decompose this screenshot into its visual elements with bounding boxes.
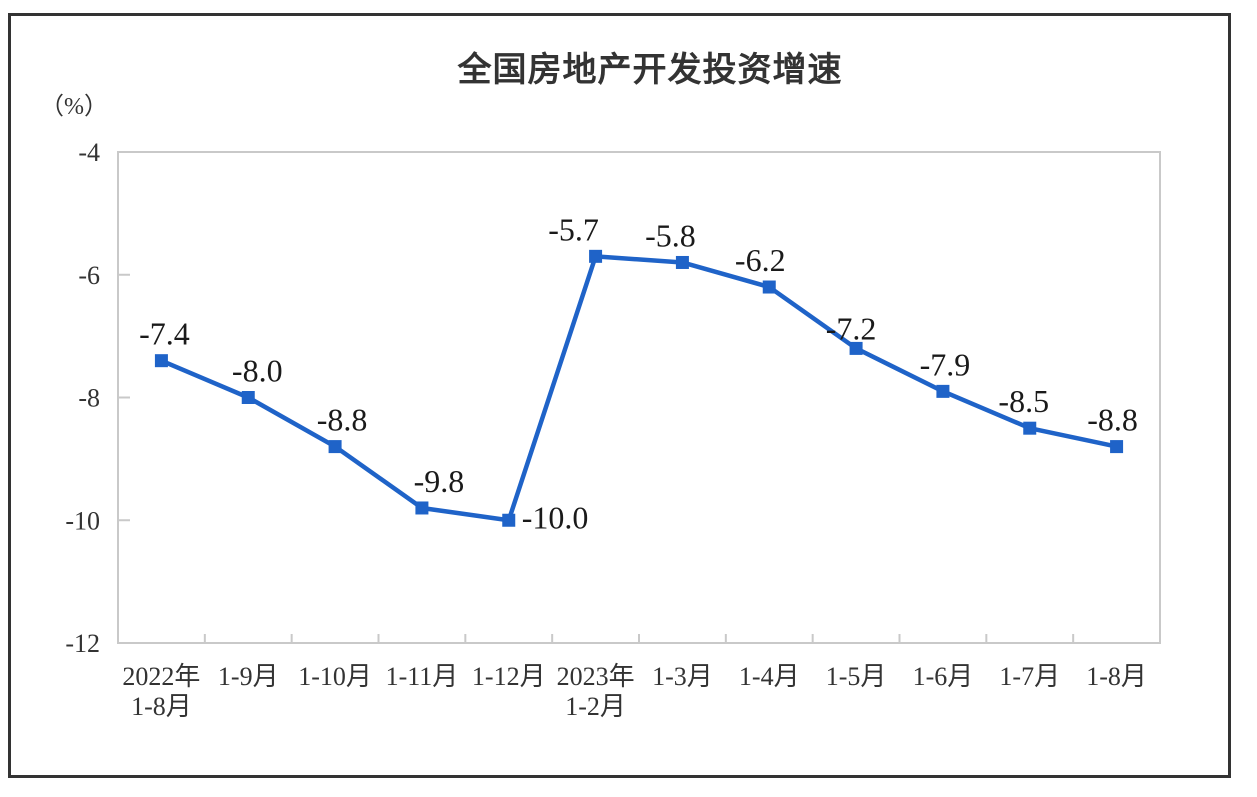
y-tick-label: -6	[78, 261, 100, 290]
data-point-marker	[675, 255, 689, 269]
x-axis-label-line2: 1-8月	[131, 692, 192, 721]
data-point-marker	[1023, 421, 1037, 435]
x-axis-label: 1-5月	[826, 662, 887, 691]
data-point-label: -10.0	[522, 499, 589, 535]
data-point-marker	[762, 280, 776, 294]
data-point-label: -5.7	[548, 211, 599, 247]
x-axis-label: 1-7月	[999, 662, 1060, 691]
x-axis-label: 1-8月	[1086, 662, 1147, 691]
data-point-marker	[849, 341, 863, 355]
x-axis-label: 1-9月	[218, 662, 279, 691]
data-point-label: -8.5	[998, 383, 1049, 419]
y-tick-label: -10	[65, 506, 100, 535]
x-axis-label: 1-6月	[913, 662, 974, 691]
data-point-label: -6.2	[735, 242, 786, 278]
data-point-label: -8.8	[317, 402, 368, 438]
data-point-marker	[936, 384, 950, 398]
x-axis-label: 1-11月	[386, 662, 459, 691]
chart-outer-frame	[8, 13, 1231, 778]
data-point-label: -7.4	[139, 316, 190, 352]
x-axis-label: 1-4月	[739, 662, 800, 691]
x-axis-label: 2023年	[557, 662, 635, 691]
y-tick-label: -4	[78, 138, 100, 167]
data-point-marker	[415, 501, 429, 515]
data-point-label: -9.8	[414, 463, 465, 499]
x-axis-label: 1-12月	[472, 662, 546, 691]
chart-title: 全国房地产开发投资增速	[457, 51, 843, 89]
y-tick-label: -8	[78, 384, 100, 413]
data-point-label: -8.8	[1087, 402, 1138, 438]
data-point-marker	[241, 391, 255, 404]
data-point-marker	[589, 249, 603, 263]
x-axis-label: 2022年	[122, 662, 200, 691]
x-axis-label: 1-3月	[652, 662, 713, 691]
data-point-label: -7.2	[826, 310, 877, 346]
x-axis-label-line2: 1-2月	[565, 692, 626, 721]
data-point-label: -8.0	[232, 353, 283, 389]
y-axis-unit-label: （%）	[40, 94, 108, 120]
data-point-marker	[502, 513, 516, 527]
data-point-marker	[1110, 440, 1124, 454]
data-point-marker	[328, 440, 342, 454]
data-series-line	[159, 254, 1119, 523]
x-axis-label: 1-10月	[298, 662, 372, 691]
y-tick-label: -12	[65, 629, 100, 658]
data-point-label: -7.9	[920, 346, 971, 382]
data-point-label: -5.8	[645, 217, 696, 253]
data-point-marker	[154, 354, 168, 368]
